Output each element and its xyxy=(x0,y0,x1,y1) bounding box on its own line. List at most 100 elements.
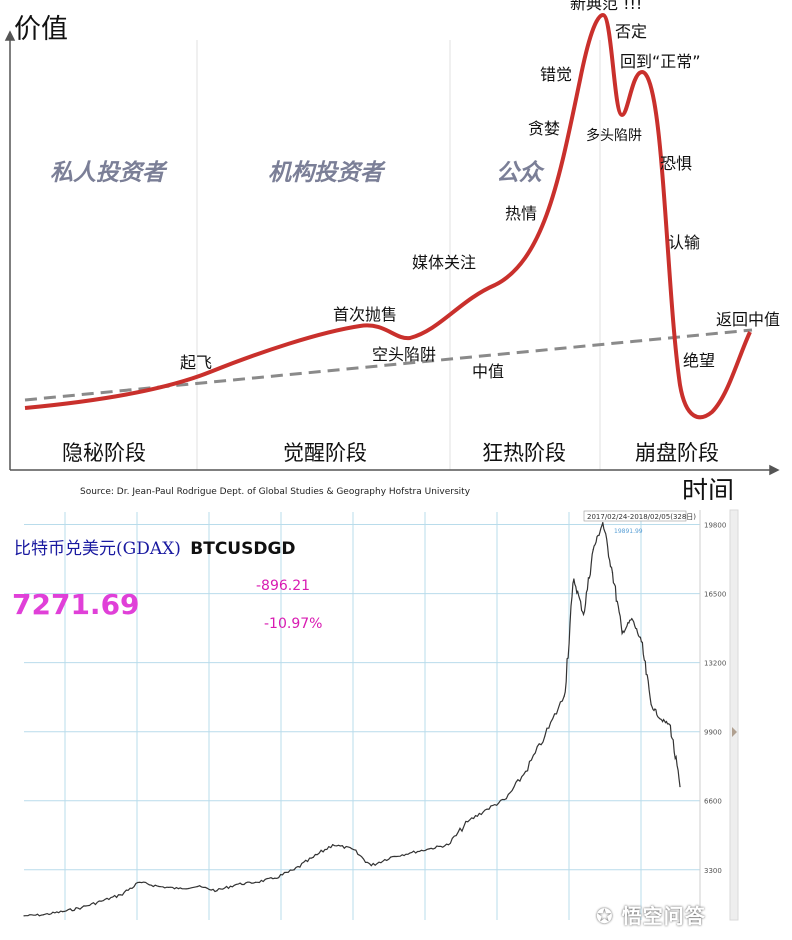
price-point xyxy=(312,856,315,858)
price-point xyxy=(669,724,671,727)
stage-label-mania: 狂热阶段 xyxy=(482,441,566,465)
price-line xyxy=(23,522,681,917)
price-point xyxy=(505,798,507,800)
price-point xyxy=(428,848,430,850)
price-point xyxy=(177,888,179,890)
mean-line xyxy=(24,328,753,402)
y-tick-label: 16500 xyxy=(704,591,726,599)
annotation-return-normal: 回到“正常” xyxy=(620,52,701,71)
y-tick-label: 19800 xyxy=(704,522,726,530)
y-tick-label: 13200 xyxy=(704,660,726,668)
price-point xyxy=(274,877,276,879)
price-point xyxy=(197,885,199,888)
price-point xyxy=(631,618,633,620)
price-point xyxy=(235,883,237,886)
price-points xyxy=(23,522,681,917)
phase-dividers xyxy=(196,40,601,470)
price-point xyxy=(293,869,295,871)
price-grid xyxy=(24,512,700,920)
y-tick-label: 3300 xyxy=(704,867,722,875)
price-point xyxy=(573,578,575,580)
price-point xyxy=(447,844,450,846)
price-point xyxy=(611,572,614,574)
annotation-media-attention: 媒体关注 xyxy=(412,253,476,272)
btc-price-panel: 3300 6600 9900 13200 16500 19800 2017/02/24-2… xyxy=(0,500,792,936)
price-point xyxy=(679,786,681,788)
price-point xyxy=(81,906,83,909)
market-cycle-chart: 价值 时间 私人投资者 机构投资者 公众 隐秘阶段 觉醒阶段 狂热阶段 崩盘阶段… xyxy=(4,0,780,500)
price-point xyxy=(139,881,141,883)
price-point xyxy=(525,770,527,773)
btc-price-chart: 3300 6600 9900 13200 16500 19800 2017/02/24-2… xyxy=(23,509,739,921)
y-tick-label: 9900 xyxy=(704,729,722,737)
annotation-bear-trap: 空头陷阱 xyxy=(372,345,436,364)
price-point xyxy=(621,632,623,634)
watermark-logo-icon: ✪ xyxy=(596,904,614,928)
price-point xyxy=(332,844,334,846)
y-axis-arrow xyxy=(4,30,16,41)
price-point xyxy=(602,522,604,524)
price-point xyxy=(640,641,643,643)
instrument-symbol: BTCUSDGD xyxy=(190,539,296,559)
annotation-capitulation: 认输 xyxy=(668,233,700,252)
y-tick-label: 6600 xyxy=(704,798,722,806)
price-point xyxy=(254,881,257,883)
annotation-mean: 中值 xyxy=(472,362,504,381)
annotation-enthusiasm: 热情 xyxy=(505,204,537,223)
annotation-greed: 贪婪 xyxy=(528,119,560,138)
range-label-box xyxy=(583,510,687,522)
price-point xyxy=(409,852,411,854)
axes xyxy=(4,30,780,476)
price-point xyxy=(216,890,218,892)
price-point xyxy=(42,914,44,916)
source-credit: Source: Dr. Jean-Paul Rodrigue Dept. of … xyxy=(80,487,471,497)
price-point xyxy=(467,821,469,823)
annotation-new-paradigm: 新典范 !!! xyxy=(570,0,642,13)
annotations: 新典范 !!! 否定 回到“正常” 错觉 贪婪 多头陷阱 恐惧 热情 认输 媒体… xyxy=(180,0,780,381)
price-point xyxy=(582,613,585,616)
x-axis-label: 时间 xyxy=(682,477,734,500)
instrument-header: 比特币兑美元(GDAX) BTCUSDGD xyxy=(14,534,296,559)
price-point xyxy=(100,900,102,902)
annotation-take-off: 起飞 xyxy=(180,353,212,372)
peak-label: 19891.99 xyxy=(614,528,643,535)
price-change: -896.21 xyxy=(256,578,311,594)
price-point xyxy=(119,894,122,896)
price-point xyxy=(486,808,488,810)
price-point xyxy=(370,865,372,867)
current-price: 7271.69 xyxy=(12,588,140,621)
annotation-fear: 恐惧 xyxy=(660,154,692,173)
annotation-return-to-mean: 返回中值 xyxy=(716,310,780,329)
watermark: ✪ 悟空问答 xyxy=(596,900,706,929)
price-point xyxy=(158,885,160,888)
cycle-curve xyxy=(24,12,752,420)
price-change-percent: -10.97% xyxy=(264,616,323,632)
price-point xyxy=(389,856,392,858)
price-ticks: 3300 6600 9900 13200 16500 19800 xyxy=(704,522,726,875)
stage-label-stealth: 隐秘阶段 xyxy=(62,441,146,465)
watermark-text: 悟空问答 xyxy=(621,904,706,928)
price-point xyxy=(650,703,652,706)
price-point xyxy=(544,735,546,737)
price-point xyxy=(23,915,25,917)
annotation-first-sell-off: 首次抛售 xyxy=(333,305,397,324)
scrollbar-arrow-icon[interactable] xyxy=(732,727,737,737)
price-point xyxy=(351,848,353,850)
stage-label-awareness: 觉醒阶段 xyxy=(283,441,367,465)
annotation-bull-trap: 多头陷阱 xyxy=(586,127,642,144)
instrument-name: 比特币兑美元(GDAX) xyxy=(14,539,181,559)
group-label-private: 私人投资者 xyxy=(50,160,168,186)
annotation-delusion: 错觉 xyxy=(540,65,572,84)
stage-label-blowoff: 崩盘阶段 xyxy=(635,441,719,465)
price-point xyxy=(563,695,565,697)
annotation-despair: 绝望 xyxy=(683,351,715,370)
chart-scrollbar[interactable] xyxy=(729,509,739,921)
price-point xyxy=(592,549,594,551)
x-axis-arrow xyxy=(769,464,780,476)
price-point xyxy=(61,911,64,913)
range-label: 2017/02/24-2018/02/05(328日) xyxy=(587,513,696,521)
y-axis-label: 价值 xyxy=(14,14,68,45)
group-label-public: 公众 xyxy=(496,160,545,186)
annotation-denial: 否定 xyxy=(615,22,647,41)
price-point xyxy=(660,718,662,720)
